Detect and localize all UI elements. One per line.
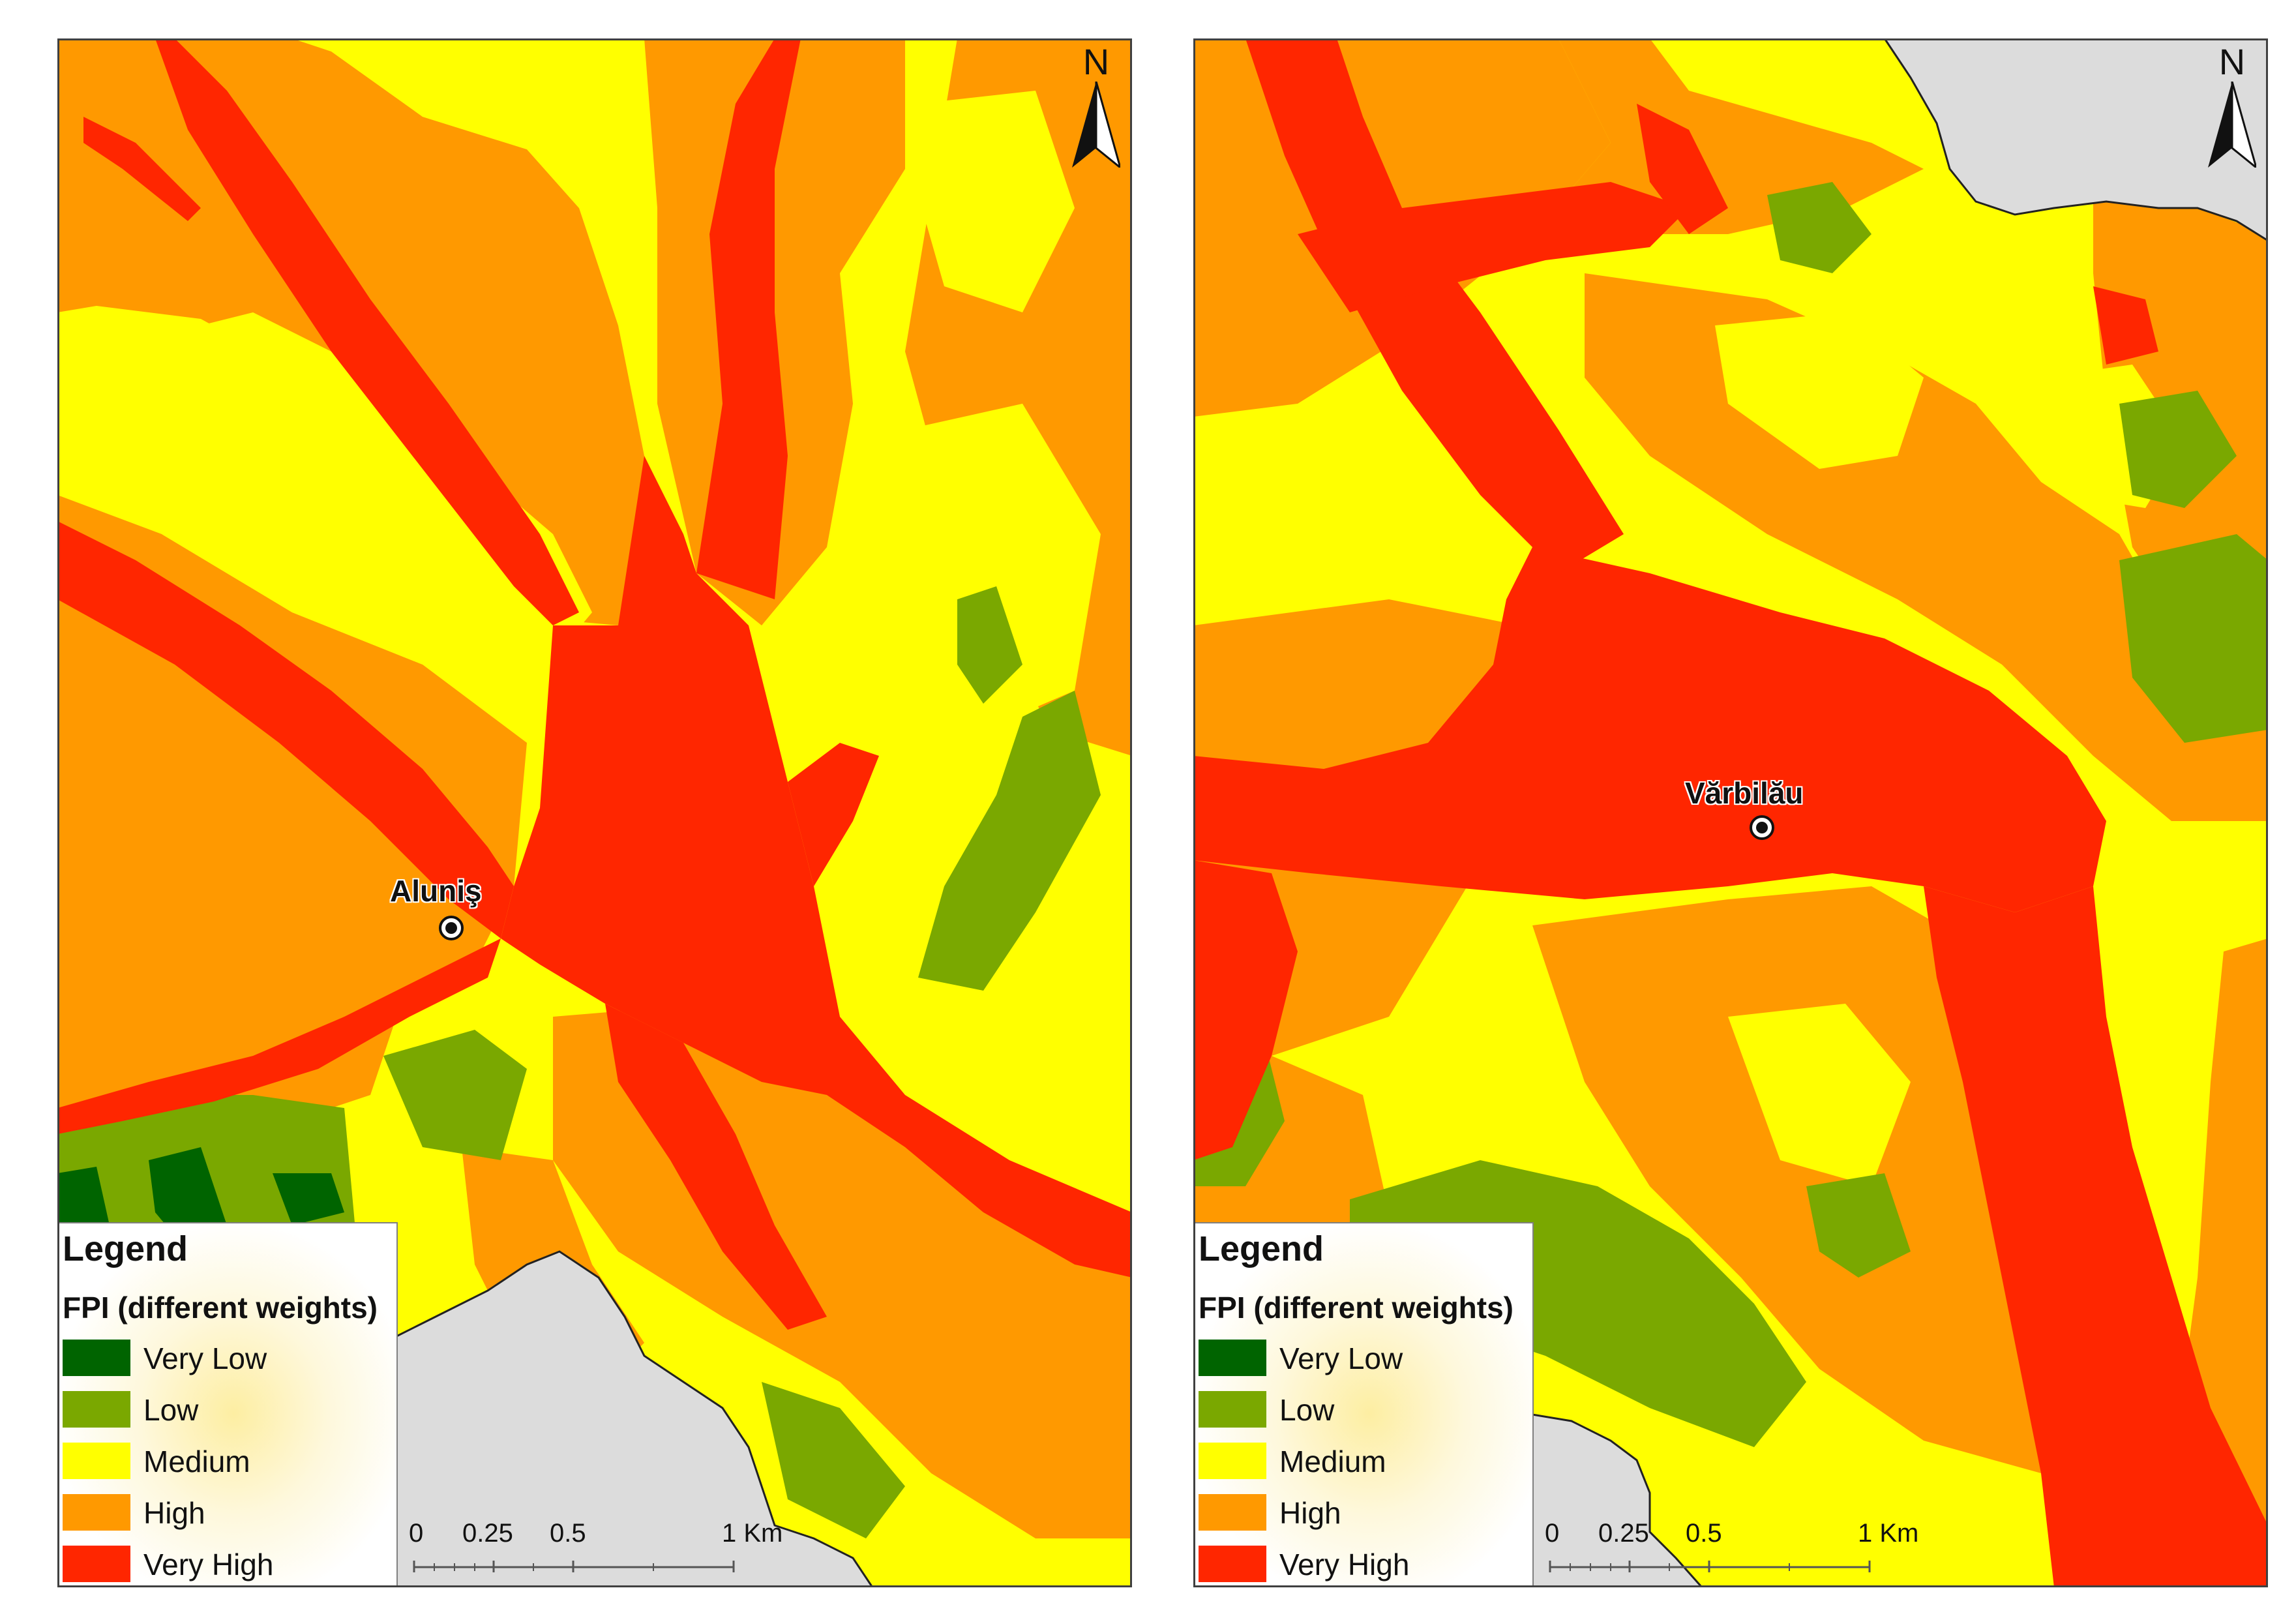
- north-label: N: [1082, 41, 1110, 82]
- low-zone-south-2: [1806, 1173, 1911, 1278]
- map-panel-varbilau: N Vărbilău Legend FPI (different weights…: [1193, 38, 2268, 1587]
- scale-bar-graphic: [1549, 1561, 1871, 1572]
- legend: Legend FPI (different weights) Very Low …: [57, 1222, 398, 1587]
- legend-swatch: [63, 1546, 130, 1582]
- very-high-channel-west: [57, 521, 514, 938]
- legend-item-label: Low: [1279, 1393, 1335, 1427]
- fpi-raster-alunis: [57, 38, 1132, 1587]
- north-arrow-icon: [1072, 82, 1120, 168]
- legend-subtitle: FPI (different weights): [1199, 1291, 1513, 1325]
- scale-tick-label: 0.25: [462, 1519, 513, 1548]
- low-zone-east-1: [2119, 534, 2268, 743]
- scale-bar: 0 0.25 0.5 1 Km: [406, 1519, 798, 1578]
- legend-item-label: High: [143, 1496, 205, 1530]
- very-high-channel-northwest-2: [1637, 104, 1728, 234]
- legend-swatch: [63, 1340, 130, 1376]
- town-marker-icon: [1750, 815, 1774, 840]
- very-high-channel-north: [1298, 182, 1689, 312]
- legend-item-label: Very High: [143, 1548, 274, 1581]
- scale-tick-label: 0.5: [1686, 1519, 1722, 1548]
- very-high-channel-south: [1924, 886, 2268, 1587]
- very-high-channel-west: [1193, 860, 1298, 1160]
- legend-subtitle: FPI (different weights): [63, 1291, 378, 1325]
- legend-item-label: Very Low: [143, 1341, 267, 1375]
- legend-swatch: [1199, 1443, 1266, 1479]
- very-high-zones: [1193, 38, 2268, 1587]
- legend-swatch: [63, 1443, 130, 1479]
- outside-area-varbilau-north: [1883, 38, 2268, 242]
- scale-bar-graphic: [413, 1561, 735, 1572]
- low-zone-east-2: [2119, 391, 2237, 508]
- legend-item-label: Low: [143, 1393, 199, 1427]
- very-high-spot-east: [2093, 286, 2158, 365]
- very-high-channel-northwest-2: [83, 117, 201, 221]
- very-high-channel-northwest: [155, 38, 579, 625]
- scale-bar: 0 0.25 0.5 1 Km: [1542, 1519, 1933, 1578]
- medium-patch-north-center: [1715, 312, 1924, 469]
- scale-tick-label: 1 Km: [1858, 1519, 1919, 1548]
- low-zone-south-of-town: [383, 1030, 527, 1160]
- medium-patch-north: [292, 38, 644, 208]
- low-zone-south-scatter: [762, 1382, 905, 1538]
- medium-patch-south: [1728, 1004, 1911, 1186]
- legend-item-label: Very High: [1279, 1548, 1410, 1581]
- legend-item-label: Medium: [143, 1445, 250, 1478]
- low-zone-east-diagonal: [918, 691, 1101, 991]
- legend-item-label: Very Low: [1279, 1341, 1403, 1375]
- legend-swatch: [63, 1391, 130, 1428]
- very-high-channel-southwest: [57, 938, 501, 1134]
- low-zone-north: [1767, 182, 1871, 273]
- medium-patches: [97, 38, 1101, 730]
- low-zone-east-small: [957, 586, 1022, 704]
- very-low-zone-southwest-3: [273, 1173, 344, 1225]
- medium-patch-west: [1193, 417, 1363, 612]
- scale-tick-label: 0: [409, 1519, 424, 1548]
- north-arrow-icon: [2208, 82, 2256, 168]
- legend-item-label: High: [1279, 1496, 1341, 1530]
- outside-area-varbilau-south: [1531, 1413, 1704, 1587]
- scale-tick-label: 1 Km: [722, 1519, 783, 1548]
- outside-area-alunis: [395, 1250, 874, 1587]
- scale-tick-label: 0.25: [1598, 1519, 1649, 1548]
- legend-swatch: [1199, 1546, 1266, 1582]
- legend: Legend FPI (different weights) Very Low …: [1193, 1222, 1534, 1587]
- very-high-channel-north: [696, 38, 801, 599]
- north-arrow: N: [1067, 42, 1126, 173]
- very-high-channel-east: [788, 743, 879, 886]
- north-arrow: N: [2203, 42, 2261, 173]
- very-high-main-body: [1193, 547, 2106, 912]
- legend-swatch: [63, 1494, 130, 1531]
- legend-swatch: [1199, 1391, 1266, 1428]
- legend-swatch: [1199, 1340, 1266, 1376]
- north-label: N: [2218, 41, 2246, 82]
- scale-tick-label: 0: [1545, 1519, 1560, 1548]
- very-high-channel-south: [605, 1004, 827, 1330]
- legend-item-label: Medium: [1279, 1445, 1386, 1478]
- town-label: Aluniş: [390, 874, 482, 908]
- legend-swatch: [1199, 1494, 1266, 1531]
- medium-patch-west-large: [97, 312, 592, 691]
- legend-title: Legend: [1199, 1229, 1324, 1268]
- medium-patch-east: [905, 404, 1101, 730]
- map-panel-alunis: N Aluniş Legend FPI (different weights) …: [57, 38, 1132, 1587]
- town-label: Vărbilău: [1685, 776, 1804, 810]
- very-high-zones: [57, 38, 1132, 1330]
- scale-tick-label: 0.5: [550, 1519, 586, 1548]
- legend-title: Legend: [63, 1229, 188, 1268]
- town-marker-icon: [439, 916, 464, 940]
- very-high-channel-northwest: [1245, 38, 1624, 573]
- medium-patch-northeast: [918, 91, 1075, 312]
- very-high-main-valley: [501, 456, 1132, 1278]
